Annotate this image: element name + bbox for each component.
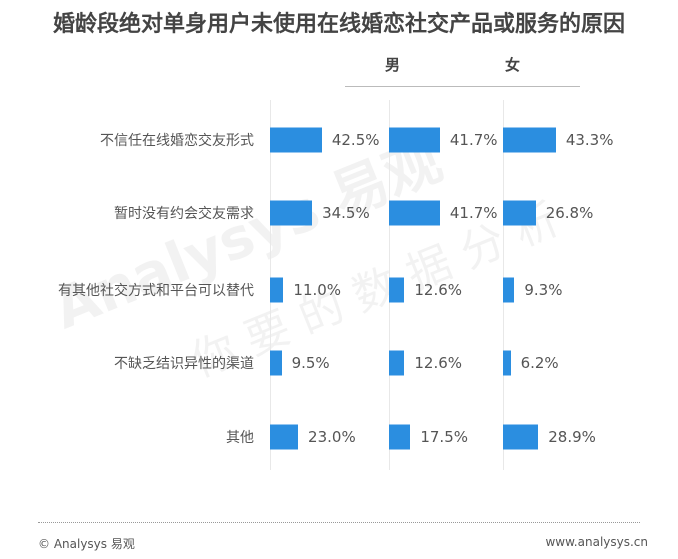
bar [503, 424, 539, 450]
bar [389, 200, 440, 226]
bar [389, 277, 405, 303]
data-label: 26.8% [545, 204, 594, 222]
bar [270, 350, 282, 376]
category-label: 暂时没有约会交友需求 [114, 206, 254, 222]
bar [270, 277, 284, 303]
data-label: 12.6% [414, 281, 463, 299]
data-label: 9.3% [524, 281, 563, 299]
data-label: 9.5% [291, 354, 330, 372]
bar [389, 350, 405, 376]
category-label: 不信任在线婚恋交友形式 [100, 133, 254, 149]
bar [503, 127, 556, 153]
category-label: 有其他社交方式和平台可以替代 [58, 283, 254, 299]
category-label: 不缺乏结识异性的渠道 [114, 356, 254, 372]
data-label: 41.7% [449, 204, 498, 222]
data-label: 23.0% [308, 428, 356, 446]
chart-title: 婚龄段绝对单身用户未使用在线婚恋社交产品或服务的原因 [52, 12, 625, 37]
bar [270, 127, 322, 153]
data-label: 41.7% [449, 131, 498, 149]
data-label: 43.3% [565, 131, 614, 149]
bar [389, 424, 411, 450]
bar [270, 200, 313, 226]
data-label: 34.5% [322, 204, 370, 222]
bar [503, 277, 515, 303]
bar [389, 127, 440, 153]
bar [503, 200, 536, 226]
footer-url: www.analysys.cn [545, 535, 648, 549]
bar [270, 424, 299, 450]
footer-copyright: © Analysys 易观 [38, 537, 135, 551]
data-label: 17.5% [420, 428, 468, 446]
column-header-male: 男 [385, 56, 401, 74]
column-header-female: 女 [505, 56, 521, 74]
category-label: 其他 [226, 430, 254, 446]
data-label: 11.0% [293, 281, 342, 299]
data-label: 28.9% [548, 428, 596, 446]
data-label: 12.6% [414, 354, 463, 372]
header-divider [345, 86, 580, 87]
bar [503, 350, 511, 376]
data-label: 42.5% [331, 131, 380, 149]
footer-divider [38, 522, 640, 523]
data-label: 6.2% [520, 354, 559, 372]
